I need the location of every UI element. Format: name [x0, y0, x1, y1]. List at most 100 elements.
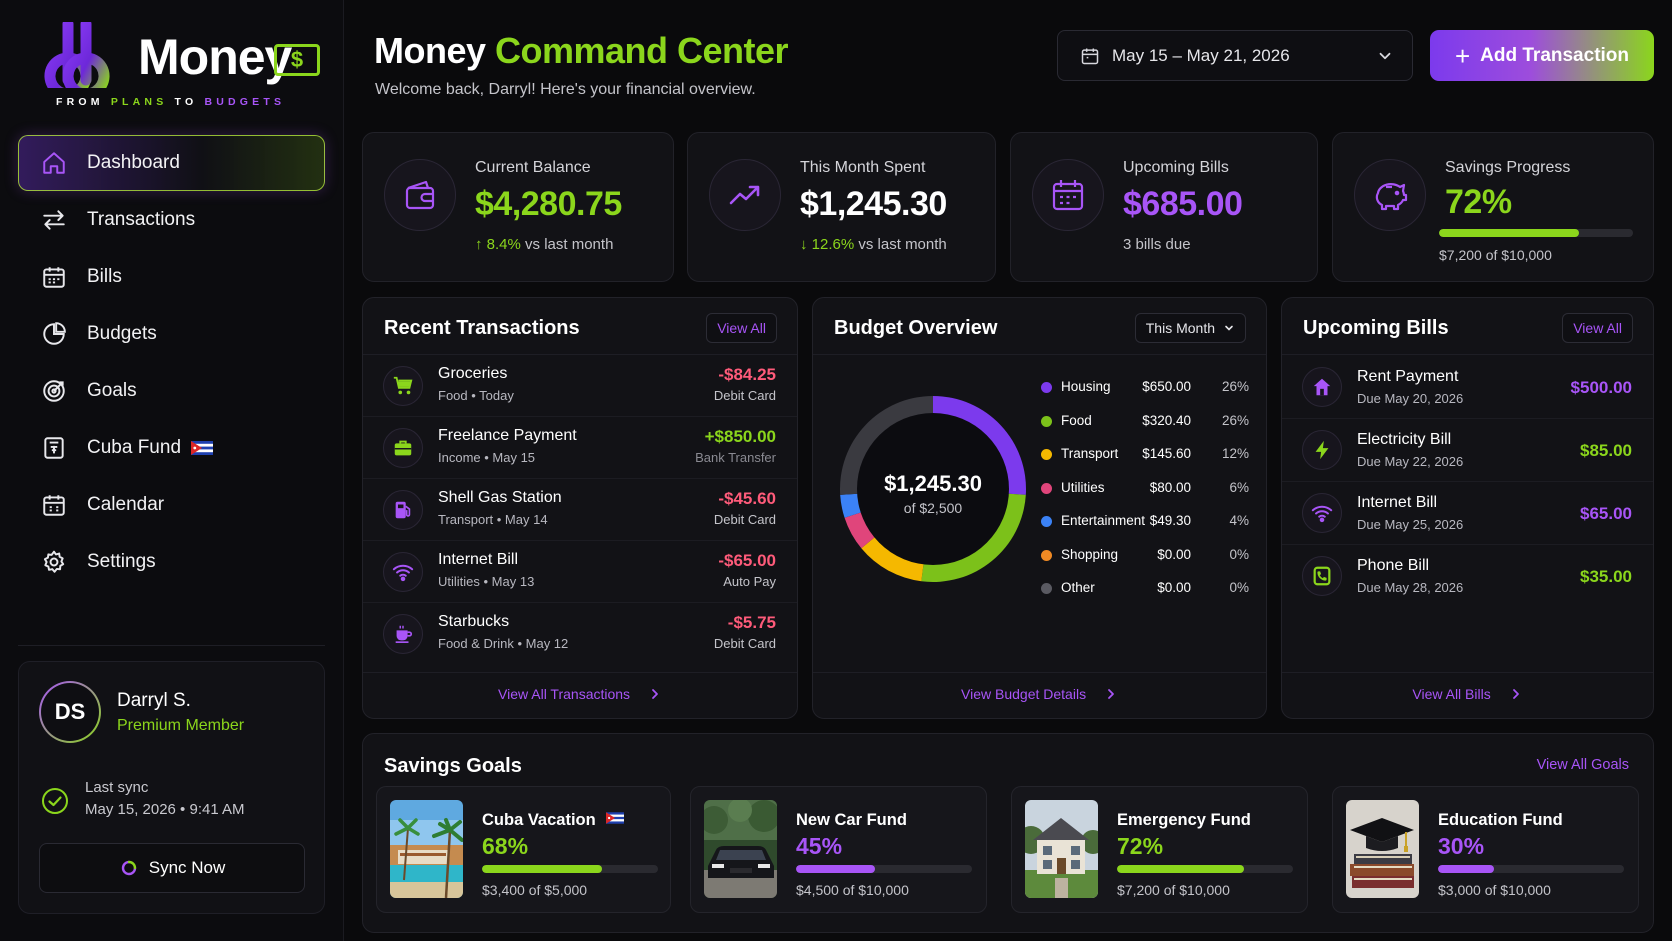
bill-amount: $35.00 [1580, 567, 1632, 586]
legend-dot [1041, 549, 1052, 561]
fuel-icon [383, 490, 423, 530]
nav-item-budgets[interactable]: Budgets [18, 306, 325, 362]
view-all-bills-link[interactable]: View All Bills [1282, 686, 1653, 702]
goal-name: New Car Fund [796, 811, 907, 829]
transaction-row[interactable]: Shell Gas Station Transport • May 14 -$4… [363, 480, 797, 541]
transaction-row[interactable]: Freelance Payment Income • May 15 +$850.… [363, 418, 797, 479]
bill-amount: $500.00 [1570, 378, 1632, 397]
nav-item-calendar[interactable]: Calendar [18, 477, 325, 533]
add-transaction-label: Add Transaction [1480, 44, 1630, 66]
stat-label: This Month Spent [800, 159, 926, 176]
savings-goals-panel: Savings Goals View All Goals Cuba Vacati… [362, 733, 1654, 933]
legend-row-other[interactable]: Other $0.00 0% [1041, 579, 1249, 599]
bill-row[interactable]: Electricity Bill Due May 22, 2026 $85.00 [1282, 419, 1653, 482]
calendar-icon [41, 492, 67, 518]
transaction-meta: Utilities • May 13 [438, 574, 535, 589]
chevron-right-icon [1108, 689, 1114, 699]
beach-resort-image [390, 800, 463, 898]
legend-dot [1041, 415, 1052, 427]
goal-name: Cuba Vacation [482, 811, 625, 830]
nav-label: Budgets [87, 323, 157, 344]
goal-progress-fill [482, 865, 602, 873]
legend-dot [1041, 482, 1052, 494]
goal-progress-bar [796, 865, 972, 873]
bill-amount: $65.00 [1580, 504, 1632, 523]
nav-label: Transactions [87, 209, 196, 230]
goal-progress-bar [1117, 865, 1293, 873]
transaction-row[interactable]: Internet Bill Utilities • May 13 -$65.00… [363, 542, 797, 603]
transaction-meta: Income • May 15 [438, 450, 536, 465]
sidebar-nav: Dashboard Transactions Bills Budgets Goa… [18, 135, 325, 591]
stat-card-month-spent[interactable]: This Month Spent $1,245.30 ↓ 12.6% vs la… [687, 132, 996, 282]
stat-card-savings-progress[interactable]: Savings Progress 72% $7,200 of $10,000 [1332, 132, 1654, 282]
panel-title: Recent Transactions [384, 317, 580, 339]
avatar[interactable]: DS [39, 681, 101, 743]
legend-dot [1041, 583, 1052, 594]
transaction-meta: Food & Drink • May 12 [438, 636, 569, 651]
bill-row[interactable]: Rent Payment Due May 20, 2026 $500.00 [1282, 356, 1653, 419]
bill-row[interactable]: Internet Bill Due May 25, 2026 $65.00 [1282, 482, 1653, 545]
nav-label: Cuba Fund [87, 437, 182, 458]
nav-item-cuba-fund[interactable]: Cuba Fund [18, 420, 325, 476]
nav-item-settings[interactable]: Settings [18, 534, 325, 590]
sync-now-button[interactable]: Sync Now [39, 843, 305, 893]
nav-item-transactions[interactable]: Transactions [18, 192, 325, 248]
goal-card-cuba-vacation[interactable]: Cuba Vacation 68% $3,400 of $5,000 [376, 786, 671, 913]
transaction-method: Auto Pay [723, 574, 776, 589]
upcoming-bills-panel: Upcoming Bills View All Rent Payment Due… [1281, 297, 1654, 719]
stat-card-upcoming-bills[interactable]: Upcoming Bills $685.00 3 bills due [1010, 132, 1318, 282]
app-logo[interactable]: Money $ FROM PLANS TO BUDGETS [22, 18, 322, 113]
transaction-method: Debit Card [713, 636, 776, 651]
view-all-transactions-button[interactable]: View All [706, 313, 777, 343]
goal-card-education-fund[interactable]: Education Fund 30% $3,000 of $10,000 [1332, 786, 1639, 913]
stat-value: $4,280.75 [475, 185, 622, 223]
legend-row-housing[interactable]: Housing $650.00 26% [1041, 378, 1249, 398]
legend-dot [1041, 449, 1052, 460]
view-all-goals-link[interactable]: View All Goals [1536, 757, 1629, 773]
goal-name: Education Fund [1438, 811, 1563, 829]
house-image [1025, 800, 1098, 898]
legend-row-transport[interactable]: Transport $145.60 12% [1041, 445, 1249, 465]
divider [813, 672, 1266, 673]
wallet-icon [384, 159, 456, 231]
budget-period-dropdown[interactable]: This Month [1134, 313, 1246, 343]
nav-item-dashboard[interactable]: Dashboard [18, 135, 325, 191]
legend-row-food[interactable]: Food $320.40 26% [1041, 412, 1249, 432]
legend-row-shopping[interactable]: Shopping $0.00 0% [1041, 546, 1249, 566]
divider [363, 672, 797, 673]
date-range-picker[interactable]: May 15 – May 21, 2026 [1057, 30, 1413, 81]
legend-row-utilities[interactable]: Utilities $80.00 6% [1041, 479, 1249, 499]
transaction-row[interactable]: Starbucks Food & Drink • May 12 -$5.75 D… [363, 604, 797, 665]
cuba-flag-icon [191, 441, 214, 455]
stat-value: $685.00 [1123, 185, 1243, 223]
goal-card-new-car-fund[interactable]: New Car Fund 45% $4,500 of $10,000 [690, 786, 987, 913]
bill-row[interactable]: Phone Bill Due May 28, 2026 $35.00 [1282, 545, 1653, 608]
stat-delta: ↑ 8.4% vs last month [475, 236, 614, 253]
goal-name: Emergency Fund [1117, 811, 1251, 829]
legend-row-entertainment[interactable]: Entertainment $49.30 4% [1041, 512, 1249, 532]
calendar-icon [1081, 48, 1099, 64]
view-all-bills-button[interactable]: View All [1562, 313, 1633, 343]
db-logo-mark [44, 22, 110, 88]
bill-name: Rent Payment [1357, 368, 1459, 385]
view-all-transactions-link[interactable]: View All Transactions [363, 686, 797, 702]
stat-card-current-balance[interactable]: Current Balance $4,280.75 ↑ 8.4% vs last… [362, 132, 674, 282]
goal-percent: 45% [796, 833, 843, 859]
transaction-amount: -$45.60 [718, 489, 776, 508]
transaction-name: Shell Gas Station [438, 489, 562, 506]
nav-item-goals[interactable]: Goals [18, 363, 325, 419]
dollar-bill-icon: $ [274, 44, 320, 76]
budget-donut-chart[interactable] [829, 385, 1037, 593]
budget-overview-panel: Budget Overview This Month $1,245.30 of … [812, 297, 1267, 719]
nav-item-bills[interactable]: Bills [18, 249, 325, 305]
chevron-down-icon [1379, 52, 1391, 60]
calendar-icon [41, 264, 67, 290]
graduation-cap-image [1346, 800, 1419, 898]
transaction-row[interactable]: Groceries Food • Today -$84.25 Debit Car… [363, 356, 797, 417]
page-title: Money Command Center [374, 30, 789, 71]
gear-icon [41, 549, 67, 575]
goal-card-emergency-fund[interactable]: Emergency Fund 72% $7,200 of $10,000 [1011, 786, 1308, 913]
add-transaction-button[interactable]: + Add Transaction [1430, 30, 1654, 81]
view-budget-details-link[interactable]: View Budget Details [813, 686, 1266, 702]
coffee-cup-icon [383, 614, 423, 654]
